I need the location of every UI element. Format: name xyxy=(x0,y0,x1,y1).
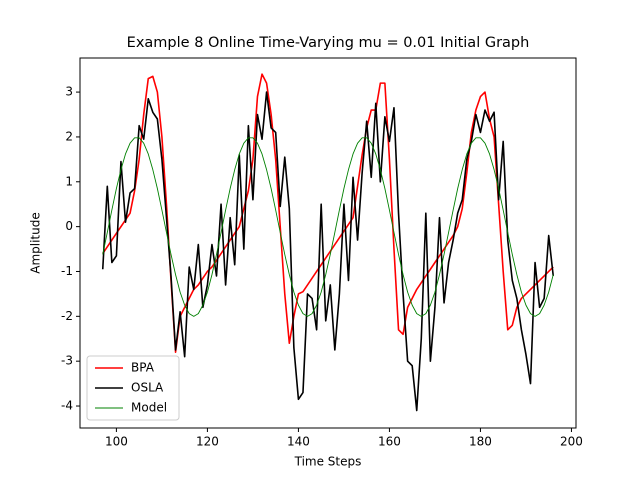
x-tick-label: 160 xyxy=(378,435,401,449)
y-tick-label: 1 xyxy=(65,174,73,188)
y-tick-label: 3 xyxy=(65,85,73,99)
series-line xyxy=(102,137,554,317)
y-tick-label: -1 xyxy=(61,264,73,278)
y-tick-label: -4 xyxy=(61,399,73,413)
y-axis-label: Amplitude xyxy=(29,212,43,274)
x-tick-label: 100 xyxy=(105,435,128,449)
y-tick-label: -2 xyxy=(61,309,73,323)
x-tick-label: 200 xyxy=(560,435,583,449)
x-axis-label: Time Steps xyxy=(294,455,362,469)
legend-label: Model xyxy=(131,401,167,415)
x-tick-label: 140 xyxy=(287,435,310,449)
y-tick-label: 2 xyxy=(65,129,73,143)
legend-label: OSLA xyxy=(131,381,164,395)
y-tick-label: -3 xyxy=(61,354,73,368)
x-tick-label: 120 xyxy=(196,435,219,449)
x-tick-label: 180 xyxy=(469,435,492,449)
plot-frame xyxy=(79,57,577,429)
legend-label: BPA xyxy=(131,361,155,375)
series-line xyxy=(101,91,555,412)
chart-title: Example 8 Online Time-Varying mu = 0.01 … xyxy=(127,35,530,51)
legend-box xyxy=(86,355,180,421)
y-tick-label: 0 xyxy=(65,219,73,233)
